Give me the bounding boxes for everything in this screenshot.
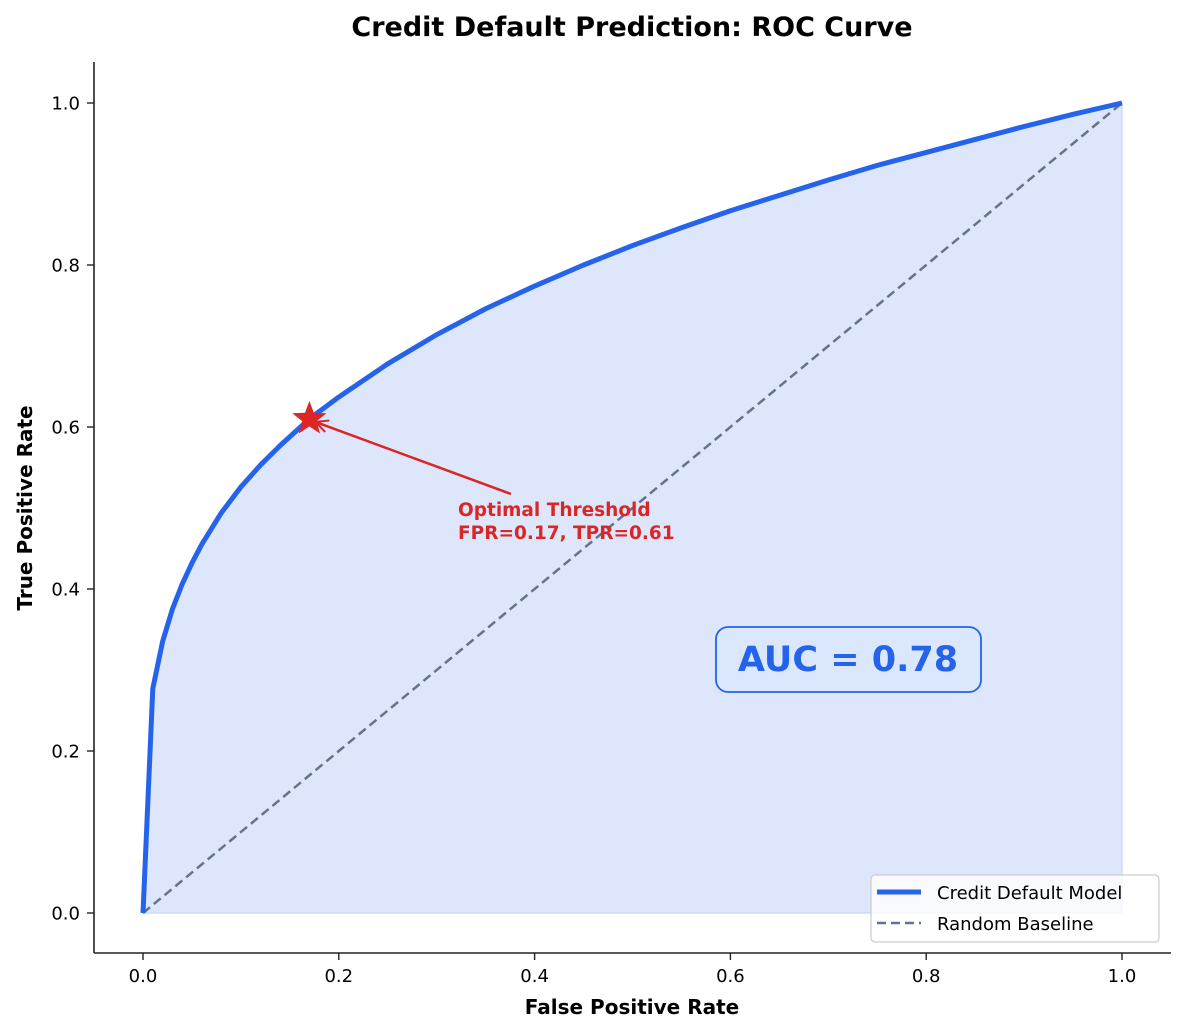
y-tick-label: 0.4 bbox=[51, 580, 80, 601]
auc-box bbox=[715, 626, 982, 693]
x-tick-label: 0.4 bbox=[520, 966, 549, 987]
legend: Credit Default Model Random Baseline bbox=[870, 874, 1160, 943]
y-tick-label: 0.0 bbox=[51, 904, 80, 925]
legend-item-baseline: Random Baseline bbox=[937, 914, 1094, 935]
y-tick-label: 1.0 bbox=[51, 94, 80, 115]
x-tick-label: 0.0 bbox=[129, 966, 158, 987]
plot-area: Optimal Threshold FPR=0.17, TPR=0.61 AUC… bbox=[140, 100, 1123, 914]
annotation-line-1: Optimal Threshold bbox=[458, 500, 651, 521]
legend-box bbox=[870, 874, 1160, 943]
y-ticks: 0.0 0.2 0.4 0.6 0.8 1.0 bbox=[51, 94, 94, 925]
x-axis-label: False Positive Rate bbox=[525, 995, 739, 1019]
x-tick-label: 0.2 bbox=[324, 966, 353, 987]
x-tick-label: 0.6 bbox=[716, 966, 745, 987]
axes: 0.0 0.2 0.4 0.6 0.8 1.0 0.0 0.2 0.4 0.6 0.8 1.0 bbox=[51, 62, 1171, 987]
chart-title: Credit Default Prediction: ROC Curve bbox=[351, 12, 912, 43]
star-icon bbox=[292, 400, 327, 434]
y-tick-label: 0.2 bbox=[51, 742, 80, 763]
x-ticks: 0.0 0.2 0.4 0.6 0.8 1.0 bbox=[129, 953, 1137, 987]
y-tick-label: 0.6 bbox=[51, 418, 80, 439]
x-tick-label: 1.0 bbox=[1108, 966, 1137, 987]
y-tick-label: 0.8 bbox=[51, 256, 80, 277]
legend-item-model: Credit Default Model bbox=[937, 883, 1122, 904]
annotation-line-2: FPR=0.17, TPR=0.61 bbox=[458, 523, 675, 544]
x-tick-label: 0.8 bbox=[912, 966, 941, 987]
model-roc-line bbox=[140, 100, 1123, 914]
annotation-arrow bbox=[314, 420, 512, 496]
y-axis-label: True Positive Rate bbox=[13, 405, 37, 610]
random-baseline-line bbox=[142, 102, 1123, 914]
optimal-threshold-annotation: Optimal Threshold FPR=0.17, TPR=0.61 bbox=[458, 500, 675, 544]
auc-label: AUC = 0.78 bbox=[738, 640, 958, 680]
